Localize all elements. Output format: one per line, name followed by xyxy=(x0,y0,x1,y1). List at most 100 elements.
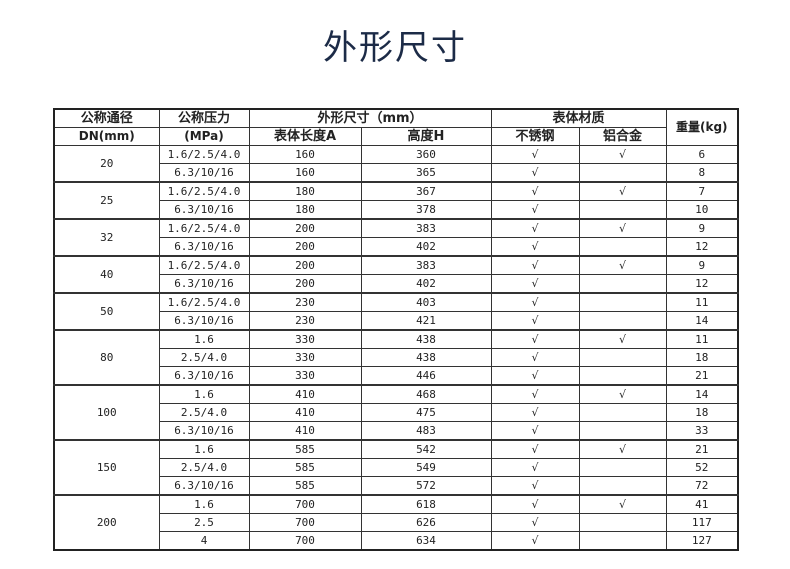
height-cell: 383 xyxy=(360,255,492,275)
stainless-check-cell: √ xyxy=(490,458,580,477)
table-row: 50 1.6/2.5/4.0 230 403 √ 11 xyxy=(53,292,739,331)
weight-cell: 14 xyxy=(665,384,739,404)
stainless-check-cell: √ xyxy=(490,421,580,441)
pressure-cell: 2.5/4.0 xyxy=(158,458,250,477)
table-row: 40 1.6/2.5/4.0 200 383 √ √ 9 xyxy=(53,255,739,294)
aluminum-check-cell: √ xyxy=(578,494,667,514)
aluminum-check-cell xyxy=(578,292,667,312)
dn-cell: 150 xyxy=(53,439,160,496)
height-cell: 378 xyxy=(360,200,492,220)
pressure-cell: 6.3/10/16 xyxy=(158,476,250,496)
length-cell: 200 xyxy=(248,237,362,257)
table-row: 32 1.6/2.5/4.0 200 383 √ √ 9 xyxy=(53,218,739,257)
length-cell: 700 xyxy=(248,531,362,551)
length-cell: 200 xyxy=(248,274,362,294)
height-cell: 365 xyxy=(360,163,492,183)
height-cell: 634 xyxy=(360,531,492,551)
weight-cell: 8 xyxy=(665,163,739,183)
stainless-check-cell: √ xyxy=(490,476,580,496)
aluminum-check-cell xyxy=(578,476,667,496)
aluminum-check-cell: √ xyxy=(578,218,667,238)
aluminum-check-cell xyxy=(578,311,667,331)
length-cell: 200 xyxy=(248,218,362,238)
height-cell: 483 xyxy=(360,421,492,441)
header-stainless: 不锈钢 xyxy=(490,127,580,146)
weight-cell: 41 xyxy=(665,494,739,514)
stainless-check-cell: √ xyxy=(490,494,580,514)
table-row: 200 1.6 700 618 √ √ 41 xyxy=(53,494,739,551)
aluminum-check-cell: √ xyxy=(578,384,667,404)
weight-cell: 9 xyxy=(665,218,739,238)
dn-cell: 100 xyxy=(53,384,160,441)
height-cell: 446 xyxy=(360,366,492,386)
weight-cell: 12 xyxy=(665,274,739,294)
header-dn-unit: DN(mm) xyxy=(53,127,160,146)
pressure-cell: 1.6 xyxy=(158,439,250,459)
aluminum-check-cell xyxy=(578,200,667,220)
aluminum-check-cell: √ xyxy=(578,181,667,201)
header-dn: 公称通径 xyxy=(53,108,160,128)
stainless-check-cell: √ xyxy=(490,348,580,367)
pressure-cell: 1.6/2.5/4.0 xyxy=(158,218,250,238)
length-cell: 230 xyxy=(248,292,362,312)
weight-cell: 21 xyxy=(665,439,739,459)
stainless-check-cell: √ xyxy=(490,163,580,183)
dn-cell: 200 xyxy=(53,494,160,551)
table-row: 4 700 634 √ 127 xyxy=(54,531,739,551)
weight-cell: 21 xyxy=(665,366,739,386)
length-cell: 410 xyxy=(248,421,362,441)
dn-cell: 20 xyxy=(53,145,160,183)
aluminum-check-cell xyxy=(578,366,667,386)
weight-cell: 7 xyxy=(665,181,739,201)
weight-cell: 18 xyxy=(665,348,739,367)
table-row: 2.5/4.0 585 549 √ 52 xyxy=(54,458,739,477)
table-row: 25 1.6/2.5/4.0 180 367 √ √ 7 xyxy=(53,181,739,220)
aluminum-check-cell: √ xyxy=(578,329,667,349)
header-length: 表体长度A xyxy=(248,127,362,146)
stainless-check-cell: √ xyxy=(490,329,580,349)
page-title: 外形尺寸 xyxy=(323,28,467,68)
length-cell: 230 xyxy=(248,311,362,331)
stainless-check-cell: √ xyxy=(490,255,580,275)
pressure-cell: 6.3/10/16 xyxy=(158,200,250,220)
dn-cell: 40 xyxy=(53,255,160,294)
height-cell: 542 xyxy=(360,439,492,459)
stainless-check-cell: √ xyxy=(490,366,580,386)
pressure-cell: 1.6 xyxy=(158,494,250,514)
pressure-cell: 6.3/10/16 xyxy=(158,366,250,386)
header-material: 表体材质 xyxy=(490,108,667,128)
pressure-cell: 6.3/10/16 xyxy=(158,163,250,183)
pressure-cell: 2.5/4.0 xyxy=(158,403,250,422)
length-cell: 180 xyxy=(248,181,362,201)
pressure-cell: 6.3/10/16 xyxy=(158,311,250,331)
stainless-check-cell: √ xyxy=(490,200,580,220)
dn-cell: 32 xyxy=(53,218,160,257)
table-row: 20 1.6/2.5/4.0 160 360 √ √ 6 xyxy=(53,145,739,183)
aluminum-check-cell xyxy=(578,274,667,294)
dn-cell: 25 xyxy=(53,181,160,220)
length-cell: 180 xyxy=(248,200,362,220)
weight-cell: 33 xyxy=(665,421,739,441)
aluminum-check-cell xyxy=(578,403,667,422)
height-cell: 360 xyxy=(360,145,492,164)
aluminum-check-cell xyxy=(578,458,667,477)
table-row: 6.3/10/16 330 446 √ 21 xyxy=(54,366,739,386)
pressure-cell: 1.6 xyxy=(158,384,250,404)
table-row: 2.5/4.0 410 475 √ 18 xyxy=(54,403,739,422)
table-row: 100 1.6 410 468 √ √ 14 xyxy=(53,384,739,441)
header-pn: 公称压力 xyxy=(158,108,250,128)
height-cell: 402 xyxy=(360,274,492,294)
height-cell: 618 xyxy=(360,494,492,514)
table-row: 80 1.6 330 438 √ √ 11 xyxy=(53,329,739,386)
length-cell: 585 xyxy=(248,439,362,459)
table-row: 6.3/10/16 200 402 √ 12 xyxy=(54,237,739,257)
aluminum-check-cell: √ xyxy=(578,145,667,164)
stainless-check-cell: √ xyxy=(490,274,580,294)
aluminum-check-cell xyxy=(578,531,667,551)
stainless-check-cell: √ xyxy=(490,292,580,312)
header-dims: 外形尺寸（mm） xyxy=(248,108,492,128)
table-row: 6.3/10/16 585 572 √ 72 xyxy=(54,476,739,496)
table-row: 2.5/4.0 330 438 √ 18 xyxy=(54,348,739,367)
height-cell: 367 xyxy=(360,181,492,201)
pressure-cell: 1.6/2.5/4.0 xyxy=(158,255,250,275)
